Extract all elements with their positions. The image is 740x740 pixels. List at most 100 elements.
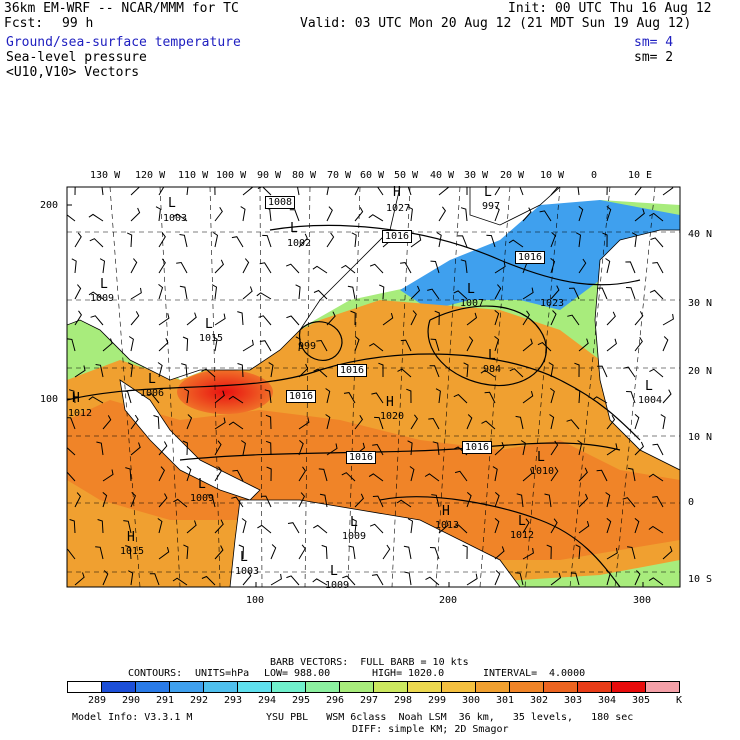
wind-barb bbox=[172, 577, 188, 586]
wind-barb bbox=[625, 287, 636, 300]
colorbar-cell bbox=[67, 681, 102, 693]
wind-barb bbox=[522, 338, 533, 352]
wind-barb bbox=[214, 466, 223, 482]
wind-barb bbox=[660, 414, 666, 430]
wind-barb bbox=[466, 336, 474, 352]
wind-barb bbox=[179, 234, 188, 248]
wind-barb bbox=[130, 287, 142, 300]
wind-barb bbox=[67, 471, 76, 482]
wind-barb bbox=[466, 573, 478, 586]
wind-barb bbox=[228, 421, 244, 430]
wind-barb bbox=[182, 336, 189, 352]
wind-barb bbox=[463, 362, 469, 378]
wind-barb bbox=[186, 414, 193, 430]
colorbar-cell bbox=[373, 681, 408, 693]
wind-barb bbox=[158, 546, 170, 560]
map-frame bbox=[66, 186, 681, 588]
center-letter: L bbox=[330, 564, 338, 579]
wind-barb bbox=[403, 545, 412, 560]
wind-barb bbox=[179, 285, 188, 300]
wind-barb bbox=[649, 212, 664, 222]
wind-barb bbox=[662, 336, 669, 352]
grid-label-100: 100 bbox=[40, 394, 59, 405]
wind-barb bbox=[466, 492, 472, 508]
field-sst: Ground/sea-surface temperature bbox=[6, 35, 241, 50]
physics-info: YSU PBL WSM 6class Noah LSM 36 km, 35 le… bbox=[266, 712, 634, 723]
wind-barb bbox=[74, 284, 82, 300]
wind-barb bbox=[232, 469, 244, 482]
lon-label-70w: 70 W bbox=[327, 170, 352, 181]
colorbar-cell bbox=[271, 681, 306, 693]
center-letter: L bbox=[205, 317, 213, 332]
wind-barb bbox=[270, 573, 282, 586]
wind-barb bbox=[515, 572, 524, 586]
colorbar-label: 291 bbox=[156, 695, 175, 706]
colorbar-cell bbox=[407, 681, 442, 693]
wind-barb bbox=[182, 440, 188, 456]
wind-barb bbox=[627, 546, 636, 560]
pressure-box: 1016 bbox=[382, 230, 413, 243]
wind-barb bbox=[550, 285, 560, 300]
wind-barb bbox=[319, 493, 328, 508]
wind-barb bbox=[494, 492, 500, 508]
wind-barb bbox=[260, 495, 272, 508]
wind-barb bbox=[508, 239, 524, 248]
wind-barb bbox=[67, 548, 76, 560]
wind-barb bbox=[259, 262, 272, 274]
wind-barb bbox=[146, 393, 160, 404]
wind-barb bbox=[158, 338, 169, 352]
wind-barb bbox=[95, 546, 104, 560]
wind-barb bbox=[265, 440, 272, 456]
wind-barb bbox=[241, 440, 246, 456]
wind-barb bbox=[372, 495, 384, 508]
wind-barb bbox=[298, 544, 306, 560]
wind-barb bbox=[183, 544, 189, 560]
wind-barb bbox=[539, 210, 552, 222]
wind-barb bbox=[522, 468, 533, 482]
lon-label-80w: 80 W bbox=[292, 170, 317, 181]
wind-barb bbox=[354, 493, 364, 508]
wind-barb bbox=[549, 414, 555, 430]
colorbar-label: 300 bbox=[462, 695, 481, 706]
wind-barb bbox=[186, 187, 189, 196]
pressure-value: 1027 bbox=[386, 203, 411, 214]
lon-label-40w: 40 W bbox=[430, 170, 455, 181]
wind-barb bbox=[548, 362, 554, 378]
wind-barb bbox=[634, 311, 644, 326]
wind-barb bbox=[351, 232, 357, 248]
pressure-contours bbox=[67, 224, 641, 587]
wind-barb bbox=[578, 520, 590, 534]
wind-barb bbox=[494, 570, 501, 586]
wind-barb bbox=[519, 187, 524, 196]
grid-label-x300: 300 bbox=[633, 595, 652, 606]
wind-barb bbox=[650, 237, 664, 248]
wind-barb bbox=[429, 365, 440, 378]
pressure-value: 1009 bbox=[342, 531, 367, 542]
center-letter: H bbox=[72, 391, 80, 406]
wind-barb bbox=[372, 443, 384, 456]
wind-barb bbox=[313, 368, 328, 378]
map-field bbox=[67, 187, 680, 587]
wind-barb bbox=[622, 497, 636, 508]
wind-barb bbox=[652, 495, 664, 508]
field-sst-smooth: sm= 4 bbox=[634, 35, 674, 50]
wind-barb bbox=[214, 519, 224, 534]
wind-barb bbox=[342, 575, 356, 586]
grid-label-200: 200 bbox=[40, 200, 59, 211]
wind-barb bbox=[453, 394, 468, 404]
wind-barb bbox=[298, 440, 304, 456]
wind-barb bbox=[550, 310, 557, 326]
wind-barb bbox=[313, 289, 328, 300]
wind-barb bbox=[158, 284, 164, 300]
pressure-value: 984 bbox=[483, 364, 502, 375]
wind-barb bbox=[231, 496, 244, 508]
wind-barb bbox=[286, 263, 300, 274]
wind-barb bbox=[173, 498, 188, 508]
wind-barb bbox=[214, 440, 222, 456]
wind-barb bbox=[228, 395, 244, 404]
pressure-value: 1020 bbox=[380, 411, 405, 422]
wind-barb bbox=[74, 232, 82, 248]
center-letter: L bbox=[290, 221, 298, 236]
wind-barb bbox=[286, 575, 300, 586]
wind-barb bbox=[631, 232, 638, 248]
